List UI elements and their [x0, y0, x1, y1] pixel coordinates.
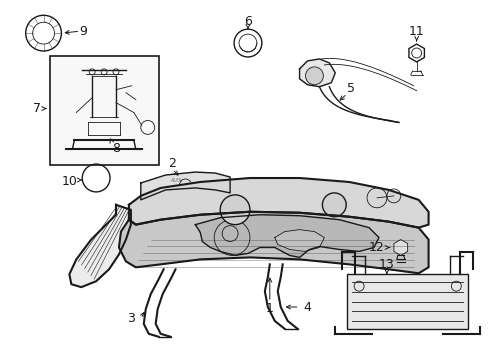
Circle shape — [220, 195, 249, 225]
Text: 6: 6 — [244, 15, 251, 28]
Circle shape — [305, 67, 323, 85]
Polygon shape — [274, 230, 324, 251]
Text: 8: 8 — [112, 142, 120, 155]
Text: 1: 1 — [265, 302, 273, 315]
Text: 2: 2 — [168, 157, 176, 170]
Polygon shape — [129, 178, 427, 228]
Text: 3: 3 — [127, 312, 135, 325]
Text: 13: 13 — [378, 258, 394, 271]
Polygon shape — [141, 172, 230, 200]
Circle shape — [322, 193, 346, 217]
Text: 4: 4 — [303, 301, 311, 314]
Text: 7: 7 — [33, 102, 41, 115]
Polygon shape — [69, 205, 131, 287]
Polygon shape — [119, 212, 427, 273]
Bar — [49, 56, 158, 165]
Polygon shape — [393, 239, 407, 255]
Text: 11: 11 — [408, 24, 424, 38]
Text: 12: 12 — [368, 241, 384, 254]
Polygon shape — [299, 59, 335, 87]
Bar — [346, 274, 468, 329]
Polygon shape — [195, 215, 378, 257]
Text: 5: 5 — [346, 82, 354, 95]
Text: ALFA: ALFA — [170, 178, 182, 183]
Text: 10: 10 — [61, 175, 77, 189]
Text: 9: 9 — [79, 24, 87, 38]
